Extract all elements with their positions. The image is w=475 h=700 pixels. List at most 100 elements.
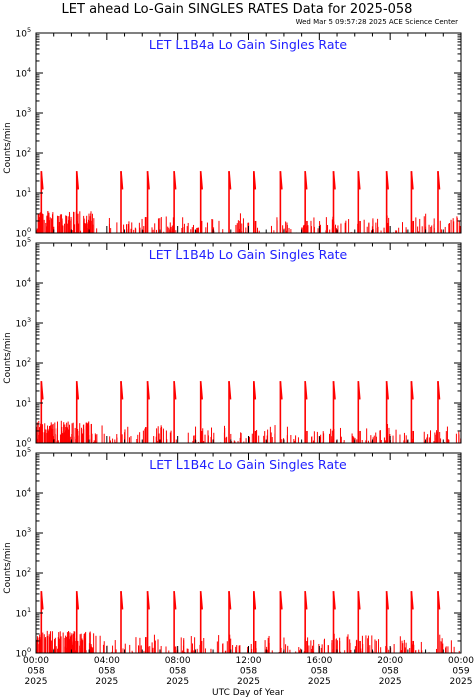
- y-tick-exponent: 5: [27, 446, 31, 454]
- plot-frame: [35, 452, 462, 654]
- series-data: [36, 591, 461, 653]
- panel-title: LET L1B4a Lo Gain Singles Rate: [149, 37, 348, 52]
- y-tick-exponent: 2: [27, 566, 31, 574]
- data-spike-tail: [304, 381, 308, 400]
- plot-frame: [35, 32, 462, 234]
- y-tick-exponent: 4: [27, 486, 31, 494]
- data-spike-tail: [437, 591, 441, 610]
- plot-frame: [35, 242, 462, 444]
- data-spike-tail: [228, 591, 232, 610]
- data-spike-tail: [304, 591, 308, 610]
- data-spike-tail: [332, 591, 336, 610]
- data-spike-tail: [357, 171, 361, 190]
- y-tick-label: 10: [16, 280, 28, 290]
- x-tick-label-line: 058: [27, 667, 44, 677]
- x-tick-label-line: 2025: [237, 677, 260, 687]
- x-tick-label-line: 2025: [379, 677, 402, 687]
- x-tick-label-line: 2025: [95, 677, 118, 687]
- data-spike-tail: [279, 381, 283, 400]
- x-tick-label-line: 058: [240, 667, 257, 677]
- x-tick-label-line: 059: [452, 667, 469, 677]
- data-spike-tail: [279, 171, 283, 190]
- data-spike-tail: [120, 591, 124, 610]
- timestamp: Wed Mar 5 09:57:28 2025 ACE Science Cent…: [296, 18, 459, 26]
- y-tick-label: 10: [16, 530, 28, 540]
- data-spike-tail: [40, 171, 44, 190]
- y-tick-exponent: 3: [27, 316, 31, 324]
- y-tick-label: 10: [16, 110, 28, 120]
- y-tick-label: 10: [16, 150, 28, 160]
- data-spike-tail: [173, 591, 177, 610]
- y-tick-exponent: 0: [27, 436, 31, 444]
- panel-title: LET L1B4b Lo Gain Singles Rate: [149, 247, 348, 262]
- x-tick-label-line: 2025: [166, 677, 189, 687]
- data-spike-tail: [437, 171, 441, 190]
- data-spike-tail: [253, 591, 257, 610]
- x-axis-title: UTC Day of Year: [212, 688, 284, 698]
- data-spike-tail: [173, 171, 177, 190]
- x-tick-label-line: 04:00: [94, 656, 120, 666]
- data-spike-tail: [332, 381, 336, 400]
- data-spike-tail: [40, 381, 44, 400]
- data-spike-tail: [228, 171, 232, 190]
- y-tick-exponent: 0: [27, 226, 31, 234]
- y-tick-label: 10: [16, 440, 28, 450]
- data-spike-tail: [199, 591, 203, 610]
- data-spike-tail: [173, 381, 177, 400]
- y-tick-exponent: 2: [27, 356, 31, 364]
- y-tick-exponent: 4: [27, 66, 31, 74]
- y-tick-exponent: 2: [27, 146, 31, 154]
- y-tick-label: 10: [16, 320, 28, 330]
- data-spike-tail: [199, 171, 203, 190]
- y-tick-exponent: 5: [27, 26, 31, 34]
- y-tick-label: 10: [16, 30, 28, 40]
- y-tick-exponent: 4: [27, 276, 31, 284]
- data-spike-tail: [75, 591, 80, 610]
- y-axis-title: Counts/min: [3, 332, 13, 383]
- y-tick-label: 10: [16, 650, 28, 660]
- data-spike-tail: [146, 171, 150, 190]
- y-tick-label: 10: [16, 450, 28, 460]
- data-spike-tail: [120, 171, 124, 190]
- y-tick-label: 10: [16, 570, 28, 580]
- data-spike-tail: [40, 591, 44, 610]
- x-tick-label-line: 00:00: [448, 656, 474, 666]
- x-tick-label-line: 058: [382, 667, 399, 677]
- y-tick-exponent: 3: [27, 526, 31, 534]
- data-spike-tail: [75, 171, 80, 190]
- x-tick-label-line: 12:00: [236, 656, 262, 666]
- y-tick-exponent: 1: [27, 396, 31, 404]
- data-spike-tail: [410, 381, 414, 400]
- data-spike-tail: [357, 591, 361, 610]
- y-tick-label: 10: [16, 360, 28, 370]
- data-spike-tail: [146, 381, 150, 400]
- data-spike-tail: [75, 381, 80, 400]
- data-spike-tail: [279, 591, 283, 610]
- y-tick-label: 10: [16, 190, 28, 200]
- y-axis-title: Counts/min: [3, 122, 13, 173]
- x-tick-label-line: 2025: [25, 677, 48, 687]
- x-tick-label-line: 08:00: [165, 656, 191, 666]
- x-tick-label-line: 058: [98, 667, 115, 677]
- data-spike-tail: [385, 591, 389, 610]
- data-spike-tail: [385, 381, 389, 400]
- figure-title: LET ahead Lo-Gain SINGLES RATES Data for…: [62, 2, 413, 17]
- y-tick-label: 10: [16, 400, 28, 410]
- data-spike-tail: [357, 381, 361, 400]
- y-tick-exponent: 1: [27, 186, 31, 194]
- data-spike-tail: [410, 171, 414, 190]
- data-spike-tail: [120, 381, 124, 400]
- y-tick-exponent: 3: [27, 106, 31, 114]
- x-tick-label-line: 20:00: [377, 656, 403, 666]
- data-spike-tail: [410, 591, 414, 610]
- data-spike-tail: [437, 381, 441, 400]
